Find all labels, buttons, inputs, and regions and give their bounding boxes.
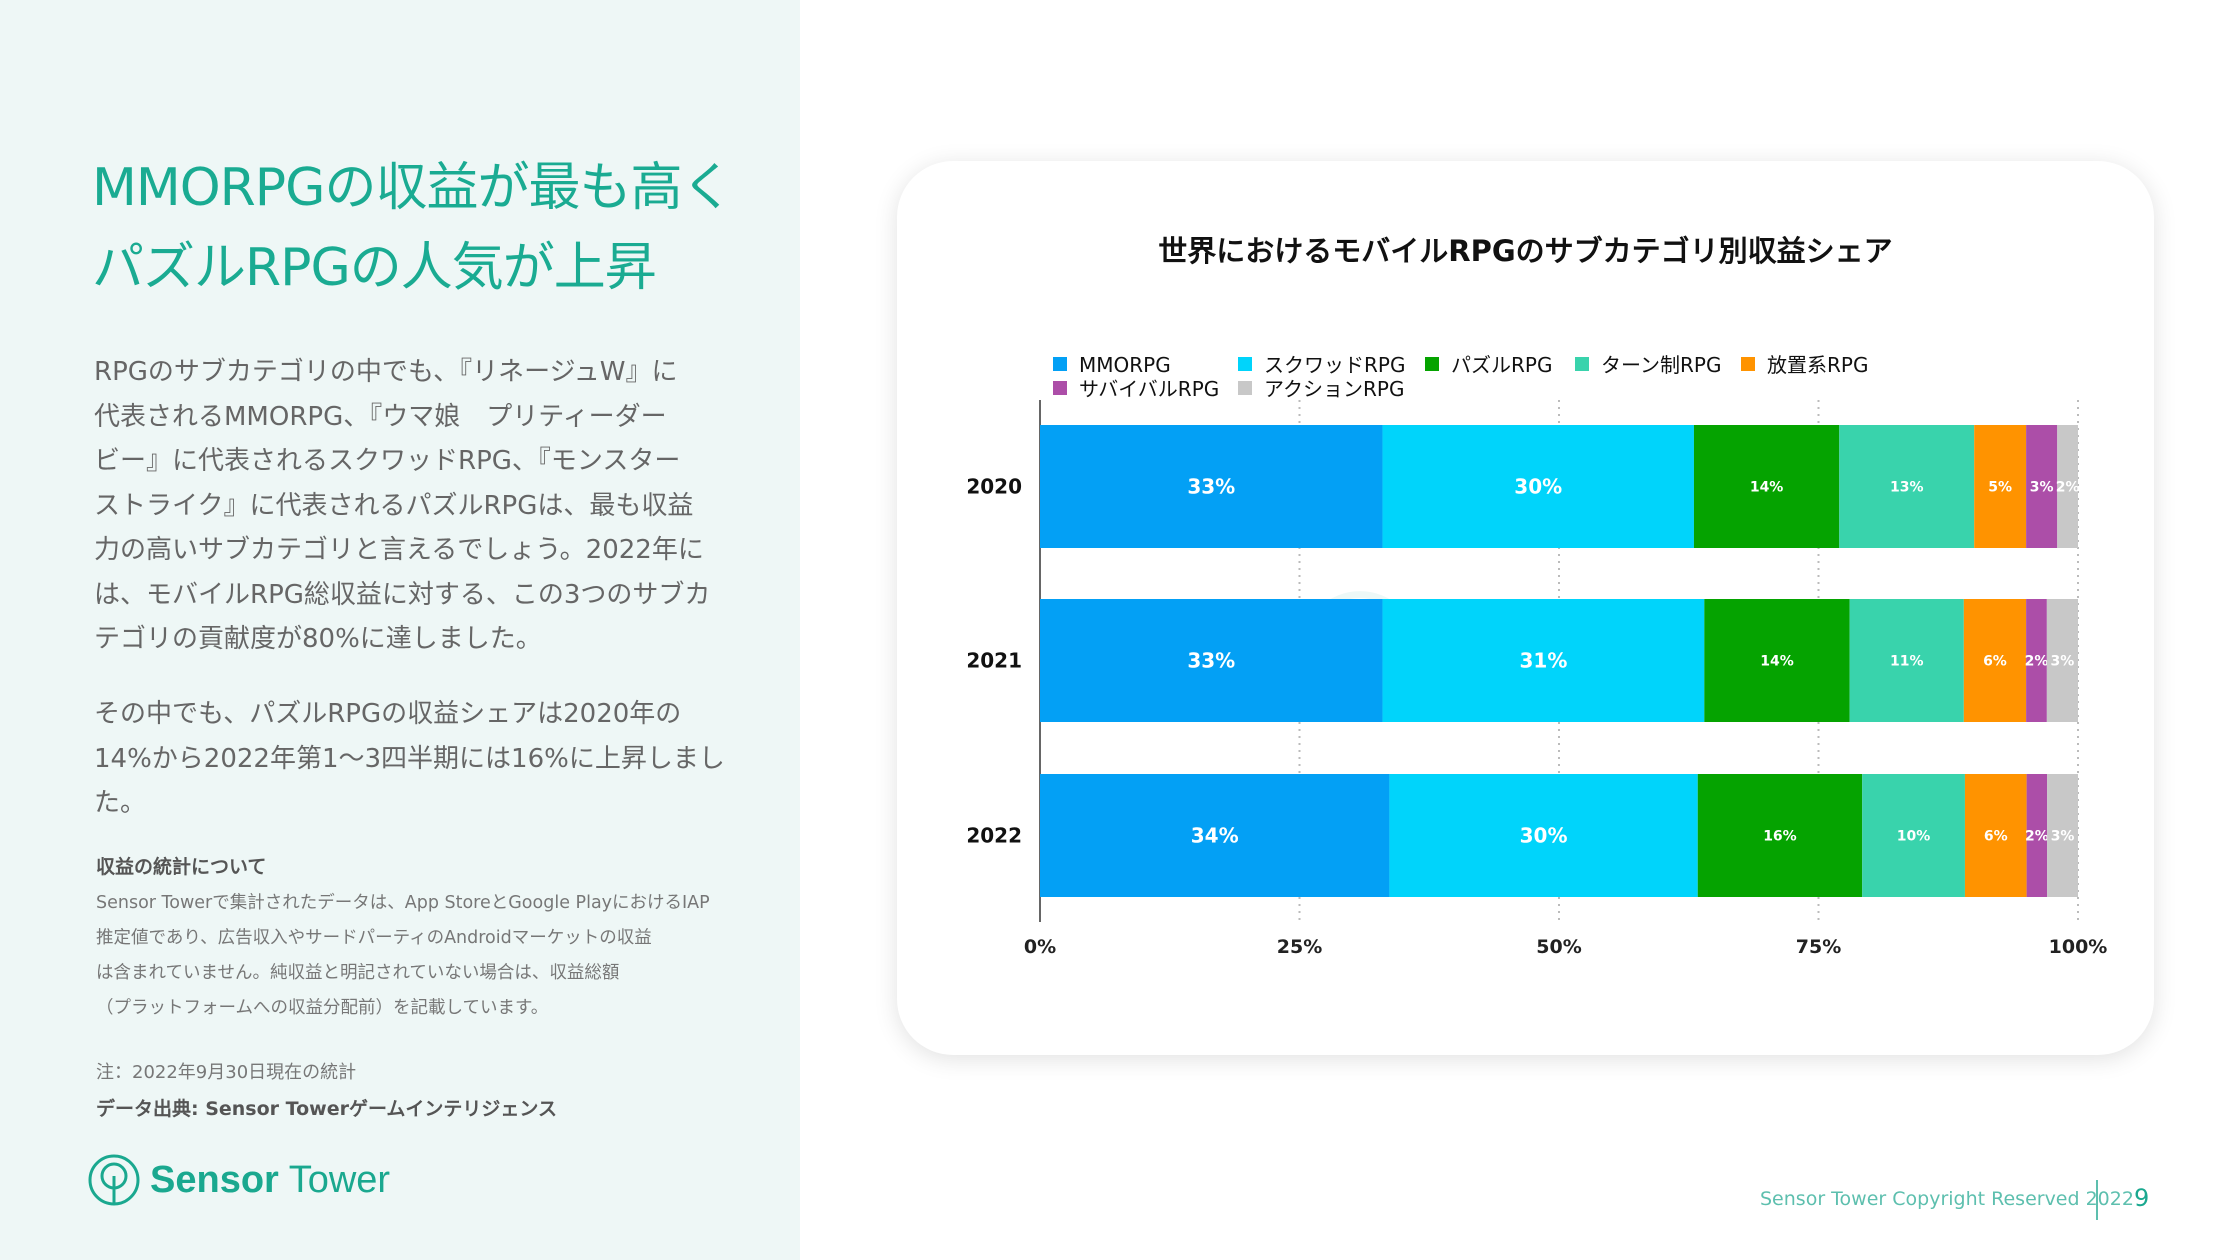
bar-segment bbox=[2026, 599, 2047, 722]
footer-copyright: Sensor Tower Copyright Reserved 2022 bbox=[1760, 1188, 2134, 1210]
bar-segment bbox=[2047, 774, 2078, 897]
legend-swatch bbox=[1053, 357, 1067, 371]
bar-segment bbox=[1040, 425, 1383, 548]
x-tick-label: 25% bbox=[1277, 936, 1322, 958]
date-note: 注：2022年9月30日現在の統計 bbox=[96, 1062, 357, 1083]
bar-segment bbox=[2026, 425, 2058, 548]
title-line: MMORPGの収益が最も高く bbox=[92, 158, 733, 218]
category-label: 2022 bbox=[966, 824, 1022, 848]
chart-title: 世界におけるモバイルRPGのサブカテゴリ別収益シェア bbox=[1158, 234, 1893, 268]
data-label: 30% bbox=[1514, 475, 1562, 499]
text-line: ストライク』に代表されるパズルRPGは、最も収益 bbox=[94, 490, 694, 521]
paragraph-2: その中でも、パズルRPGの収益シェアは2020年の 14%から2022年第1～3四… bbox=[94, 692, 734, 826]
x-tick-label: 100% bbox=[2049, 936, 2108, 958]
legend-label: MMORPG bbox=[1079, 353, 1171, 377]
legend-label: ターン制RPG bbox=[1601, 353, 1721, 377]
legend-label: パズルRPG bbox=[1451, 353, 1552, 377]
data-label: 16% bbox=[1763, 828, 1797, 844]
data-label: 2% bbox=[2025, 828, 2049, 844]
legend-swatch bbox=[1575, 357, 1589, 371]
bar-segment bbox=[1862, 774, 1965, 897]
data-label: 13% bbox=[1890, 479, 1924, 495]
bar-segment bbox=[1704, 599, 1850, 722]
x-tick-label: 0% bbox=[1024, 936, 1056, 958]
legend-swatch bbox=[1053, 381, 1067, 395]
legend-swatch bbox=[1238, 381, 1252, 395]
bar-segment bbox=[2046, 599, 2078, 722]
legend-swatch bbox=[1741, 357, 1755, 371]
bar-segment bbox=[2057, 425, 2078, 548]
bar-segment bbox=[1839, 425, 1975, 548]
bar-segment bbox=[1389, 774, 1698, 897]
bar-segment bbox=[1693, 425, 1840, 548]
category-label: 2020 bbox=[966, 475, 1022, 499]
text-line: は、モバイルRPG総収益に対する、この3つのサブカ bbox=[94, 579, 711, 610]
data-label: 2% bbox=[2056, 479, 2080, 495]
data-label: 5% bbox=[1988, 479, 2012, 495]
legend-swatch bbox=[1238, 357, 1252, 371]
text-line: 力の高いサブカテゴリと言えるでしょう。2022年に bbox=[94, 535, 704, 565]
text-line: （プラットフォームへの収益分配前）を記載しています。 bbox=[96, 998, 549, 1018]
data-label: 2% bbox=[2025, 653, 2049, 669]
legend-label: サバイバルRPG bbox=[1079, 377, 1219, 401]
bar-segment bbox=[1849, 599, 1964, 722]
notes-text: Sensor Towerで集計されたデータは、App StoreとGoogle … bbox=[96, 886, 736, 1026]
title-line: パズルRPGの人気が上昇 bbox=[92, 238, 657, 298]
sensor-tower-logo: Sensor Tower bbox=[88, 1154, 390, 1206]
legend-swatch bbox=[1425, 357, 1439, 371]
x-tick-label: 75% bbox=[1796, 936, 1841, 958]
bar-segment bbox=[1382, 425, 1694, 548]
x-tick-label: 50% bbox=[1536, 936, 1581, 958]
logo-text: Sensor Tower bbox=[150, 1158, 391, 1201]
data-label: 33% bbox=[1187, 475, 1235, 499]
bar-segment bbox=[2026, 774, 2048, 897]
text-line: 代表されるMMORPG、『ウマ娘 プリティーダー bbox=[94, 401, 667, 432]
text-line: 14%から2022年第1～3四半期には16%に上昇しまし bbox=[94, 743, 725, 774]
data-label: 10% bbox=[1897, 828, 1931, 844]
legend-label: スクワッドRPG bbox=[1264, 353, 1405, 377]
data-label: 6% bbox=[1984, 828, 2008, 844]
page-title: MMORPGの収益が最も高く パズルRPGの人気が上昇 bbox=[92, 148, 733, 308]
data-label: 14% bbox=[1750, 479, 1784, 495]
bar-segment bbox=[1040, 599, 1383, 722]
bar-segment bbox=[1964, 774, 2027, 897]
legend-label: アクションRPG bbox=[1264, 377, 1404, 401]
legend-label: 放置系RPG bbox=[1767, 353, 1868, 377]
text-line: 推定値であり、広告収入やサードパーティのAndroidマーケットの収益 bbox=[96, 928, 652, 948]
data-label: 6% bbox=[1983, 653, 2007, 669]
data-label: 14% bbox=[1760, 653, 1794, 669]
bar-segment bbox=[1040, 774, 1390, 897]
data-label: 31% bbox=[1519, 649, 1567, 673]
text-line: テゴリの貢献度が80%に達しました。 bbox=[94, 624, 542, 654]
text-line: ビー』に代表されるスクワッドRPG、『モンスター bbox=[94, 446, 681, 476]
text-line: その中でも、パズルRPGの収益シェアは2020年の bbox=[94, 699, 682, 729]
footer-divider bbox=[2096, 1180, 2098, 1220]
data-label: 34% bbox=[1191, 824, 1239, 848]
bar-segment bbox=[1963, 599, 2027, 722]
text-line: RPGのサブカテゴリの中でも、『リネージュW』に bbox=[94, 357, 678, 387]
data-source: データ出典: Sensor Towerゲームインテリジェンス bbox=[96, 1098, 558, 1120]
left-panel: MMORPGの収益が最も高く パズルRPGの人気が上昇 RPGのサブカテゴリの中… bbox=[0, 0, 800, 1260]
text-line: た。 bbox=[94, 788, 147, 818]
data-label: 3% bbox=[2030, 479, 2054, 495]
data-label: 3% bbox=[2051, 828, 2075, 844]
text-line: Sensor Towerで集計されたデータは、App StoreとGoogle … bbox=[96, 893, 710, 913]
page-number: 9 bbox=[2134, 1184, 2150, 1212]
notes-heading: 収益の統計について bbox=[96, 856, 267, 878]
paragraph-1: RPGのサブカテゴリの中でも、『リネージュW』に 代表されるMMORPG、『ウマ娘… bbox=[94, 350, 734, 662]
data-label: 3% bbox=[2051, 653, 2075, 669]
text-line: は含まれていません。純収益と明記されていない場合は、収益総額 bbox=[96, 963, 620, 983]
bar-segment bbox=[1697, 774, 1863, 897]
data-label: 11% bbox=[1890, 653, 1924, 669]
bar-segment bbox=[1382, 599, 1705, 722]
data-label: 33% bbox=[1187, 649, 1235, 673]
category-label: 2021 bbox=[966, 649, 1022, 673]
bar-segment bbox=[1974, 425, 2027, 548]
data-label: 30% bbox=[1520, 824, 1568, 848]
sensor-tower-logo-icon bbox=[88, 1154, 140, 1206]
